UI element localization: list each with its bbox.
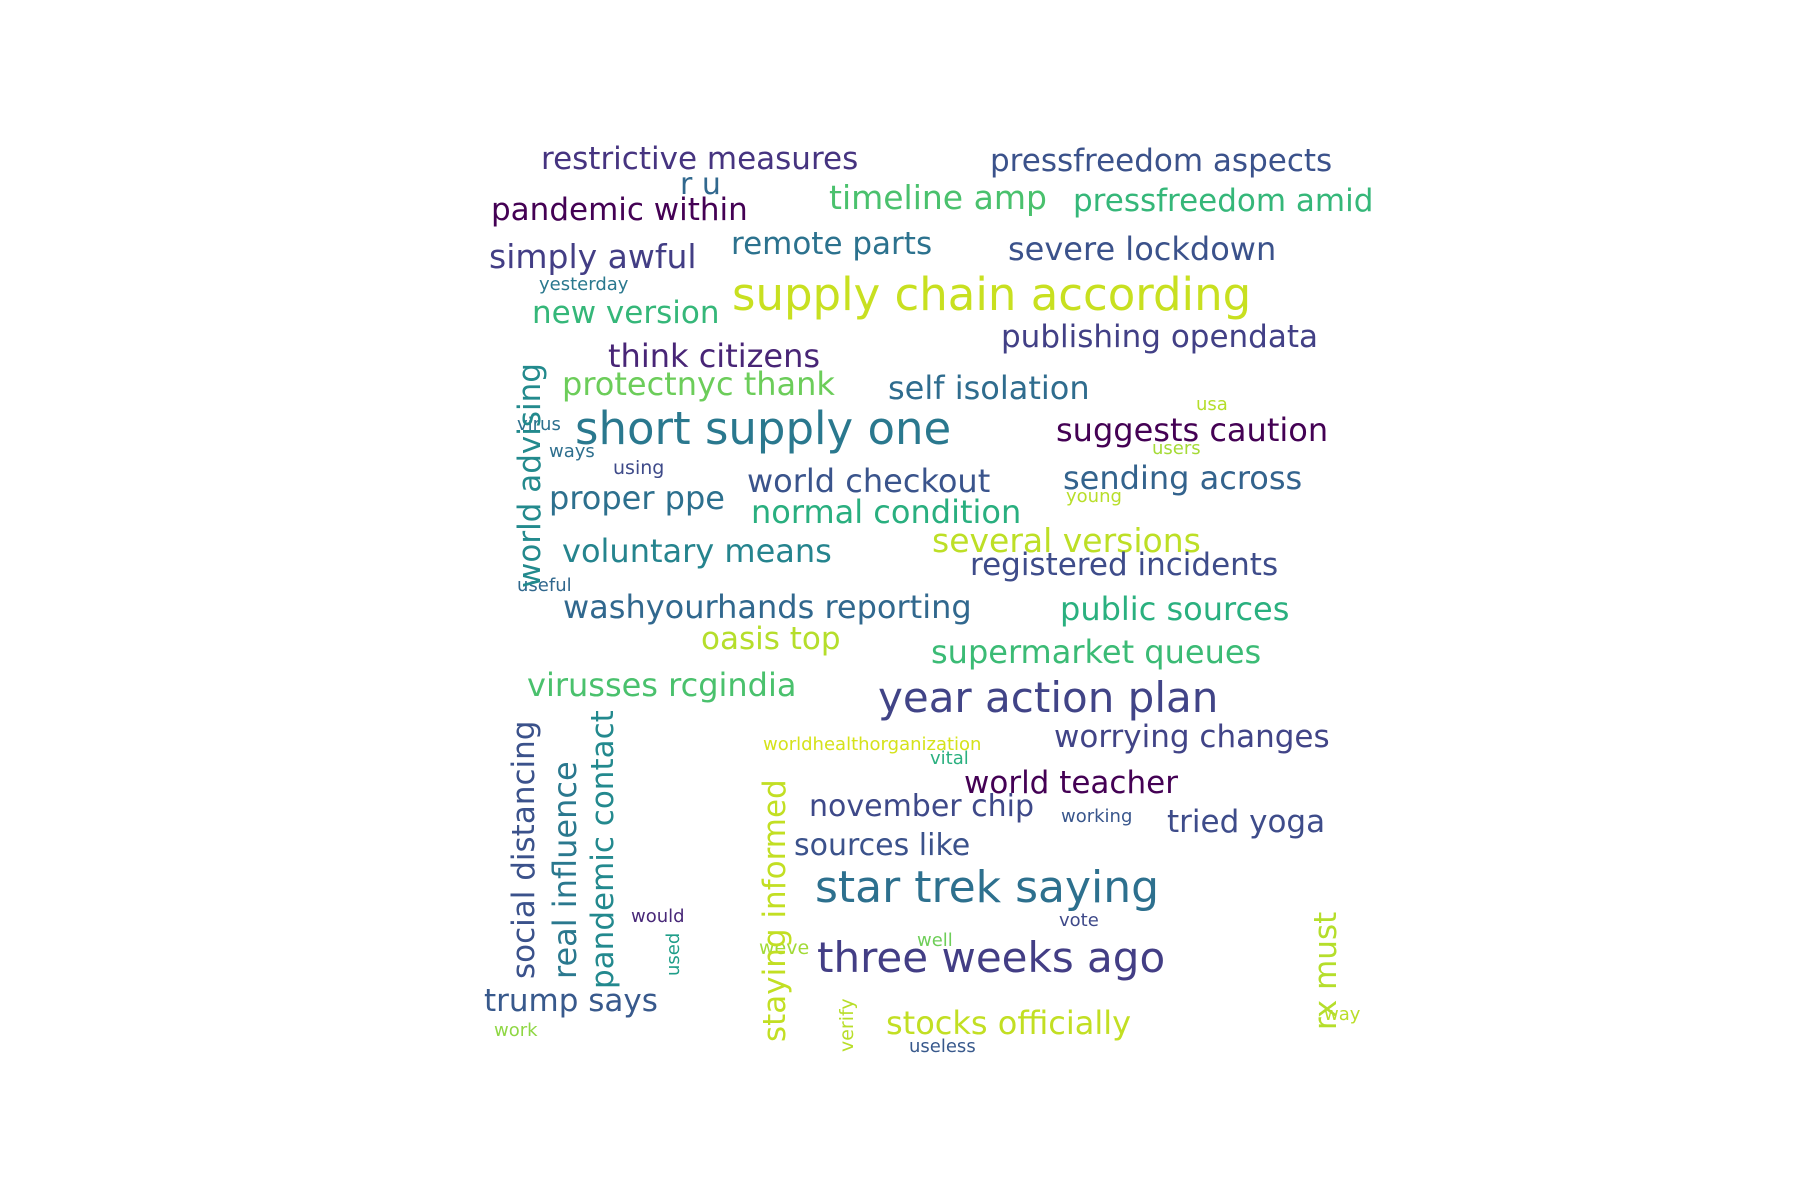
word-well: well: [917, 930, 953, 951]
word-voluntary-means: voluntary means: [562, 532, 832, 570]
word-social-distancing: social distancing: [506, 720, 542, 979]
word-several-versions: several versions: [932, 521, 1201, 560]
word-stocks-officially: stocks officially: [886, 1004, 1132, 1042]
word-world-teacher: world teacher: [964, 765, 1178, 801]
word-pressfreedom-amid: pressfreedom amid: [1073, 183, 1374, 219]
word-young: young: [1066, 486, 1122, 507]
word-would: would: [631, 906, 685, 927]
word-november-chip: november chip: [809, 789, 1035, 824]
word-useful: useful: [517, 575, 572, 596]
word-verify: verify: [836, 998, 858, 1052]
word-remote-parts: remote parts: [731, 226, 933, 262]
word-pressfreedom-aspects: pressfreedom aspects: [990, 143, 1333, 179]
word-using: using: [613, 457, 665, 479]
word-working: working: [1061, 806, 1133, 827]
word-vote: vote: [1059, 910, 1099, 931]
word-pandemic-within: pandemic within: [491, 192, 748, 228]
word-supply-chain-according: supply chain according: [732, 268, 1252, 321]
word-virusses-rcgindia: virusses rcgindia: [527, 666, 797, 704]
word-trump-says: trump says: [484, 983, 658, 1019]
word-sending-across: sending across: [1063, 459, 1303, 497]
word-tried-yoga: tried yoga: [1167, 804, 1326, 840]
word-real-influence: real influence: [546, 761, 584, 979]
word-used: used: [663, 932, 684, 976]
word-virus: virus: [517, 414, 561, 435]
word-supermarket-queues: supermarket queues: [931, 633, 1262, 671]
word-proper-ppe: proper ppe: [549, 479, 725, 517]
word-ways: ways: [549, 441, 595, 462]
word-useless: useless: [909, 1036, 976, 1057]
word-usa: usa: [1196, 394, 1228, 415]
word-worrying-changes: worrying changes: [1054, 719, 1330, 755]
word-rx-must: rx must: [1308, 911, 1344, 1030]
word-registered-incidents: registered incidents: [970, 547, 1279, 583]
word-severe-lockdown: severe lockdown: [1008, 230, 1277, 268]
word-pandemic-contact: pandemic contact: [585, 710, 621, 989]
word-public-sources: public sources: [1060, 590, 1290, 628]
word-star-trek-saying: star trek saying: [815, 862, 1160, 913]
word-worldhealthorganization: worldhealthorganization: [763, 734, 982, 755]
word-self-isolation: self isolation: [888, 369, 1090, 407]
word-restrictive-measures: restrictive measures: [541, 141, 859, 177]
word-washyourhands-reporting: washyourhands reporting: [563, 588, 972, 626]
word-oasis-top: oasis top: [701, 621, 841, 657]
word-staying-informed: staying informed: [757, 779, 793, 1042]
word-r-u: r u: [680, 167, 721, 202]
word-simply-awful: simply awful: [489, 237, 697, 276]
word-protectnyc-thank: protectnyc thank: [562, 365, 835, 403]
word-world-checkout: world checkout: [747, 462, 991, 500]
word-users: users: [1152, 438, 1201, 459]
word-three-weeks-ago: three weeks ago: [817, 933, 1166, 982]
word-weve: weve: [759, 937, 810, 959]
word-short-supply-one: short supply one: [575, 402, 952, 455]
word-work: work: [494, 1020, 538, 1041]
word-publishing-opendata: publishing opendata: [1001, 319, 1319, 355]
word-yesterday: yesterday: [539, 274, 629, 295]
word-suggests-caution: suggests caution: [1056, 411, 1329, 449]
word-think-citizens: think citizens: [608, 337, 821, 375]
word-year-action-plan: year action plan: [878, 673, 1219, 722]
word-way: way: [1324, 1004, 1361, 1025]
word-new-version: new version: [532, 295, 720, 331]
word-sources-like: sources like: [794, 828, 971, 863]
word-vital: vital: [930, 748, 969, 769]
word-normal-condition: normal condition: [751, 493, 1022, 531]
word-timeline-amp: timeline amp: [829, 178, 1047, 217]
word-world-advising: world advising: [512, 363, 548, 588]
